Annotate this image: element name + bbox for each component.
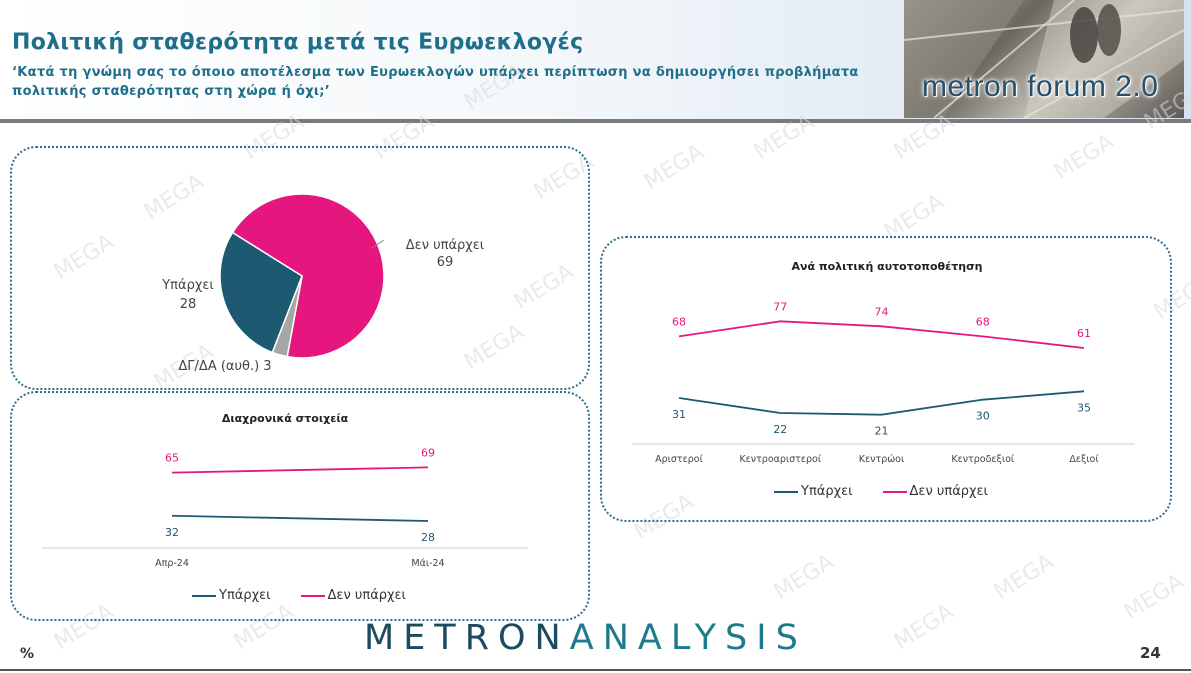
data-label-not-exists: 69 — [421, 446, 435, 459]
mega-watermark: MEGA — [1120, 569, 1188, 625]
mega-watermark: MEGA — [1050, 129, 1118, 185]
data-label-exists: 35 — [1077, 401, 1091, 414]
legend-swatch-not-exists — [300, 594, 325, 597]
pie-value-exists: 28 — [180, 297, 197, 312]
legend-label-exists: Υπάρχει — [801, 484, 853, 499]
timeline-line-chart: Διαχρονικά στοιχεία Απρ-24 Μάι-24 32 28 65 69 — [42, 412, 528, 569]
x-tick-label: Μάι-24 — [411, 558, 444, 569]
page-number: 24 — [1140, 644, 1161, 662]
pie-label-dk-na: ΔΓ/ΔΑ (αυθ.) 3 — [178, 359, 271, 374]
legend-item-not-exists: Δεν υπάρχει — [882, 484, 988, 499]
legend-swatch-not-exists — [882, 490, 907, 493]
series-line-exists — [678, 390, 1085, 416]
pie-panel: Δεν υπάρχει 69 Υπάρχει 28 ΔΓ/ΔΑ (αυθ.) 3 — [10, 146, 590, 390]
logo-text: metron forum 2.0 — [922, 70, 1159, 103]
chart-title: Διαχρονικά στοιχεία — [222, 412, 349, 425]
legend-swatch-exists — [192, 594, 216, 597]
header-divider — [0, 119, 1191, 123]
metron-analysis-logo: METRONANALYSIS — [364, 618, 807, 658]
mega-watermark: MEGA — [640, 139, 708, 195]
pie-slice-exists — [219, 231, 303, 354]
ideology-legend: Υπάρχει Δεν υπάρχει — [774, 484, 1010, 499]
data-label-not-exists: 74 — [875, 305, 889, 318]
chart-title: Ανά πολιτική αυτοτοποθέτηση — [791, 260, 982, 273]
mega-watermark: MEGA — [770, 549, 838, 605]
page-title: Πολιτική σταθερότητα μετά τις Ευρωεκλογέ… — [12, 30, 584, 55]
x-tick-label: Κεντρώοι — [859, 454, 904, 465]
x-tick-label: Απρ-24 — [155, 558, 189, 569]
footer-divider — [0, 669, 1191, 671]
data-label-exists: 30 — [976, 410, 990, 423]
legend-swatch-exists — [774, 490, 798, 493]
mega-watermark: MEGA — [890, 599, 958, 655]
series-line-exists — [171, 514, 429, 522]
timeline-legend: Υπάρχει Δεν υπάρχει — [192, 588, 428, 603]
page-subtitle: ‘Κατά τη γνώμη σας το όποιο αποτέλεσμα τ… — [12, 65, 859, 99]
pie-label-exists: Υπάρχει — [161, 278, 214, 293]
x-tick-label: Κεντροδεξιοί — [951, 454, 1015, 465]
metron-forum-logo: metron forum 2.0 — [904, 0, 1184, 118]
x-tick-label: Αριστεροί — [655, 454, 703, 465]
data-label-exists: 28 — [421, 531, 435, 544]
pie-chart: Δεν υπάρχει 69 Υπάρχει 28 ΔΓ/ΔΑ (αυθ.) 3 — [161, 193, 484, 374]
pie-label-not-exists: Δεν υπάρχει — [406, 238, 484, 253]
logo-photo-background — [904, 0, 1184, 118]
data-label-not-exists: 68 — [976, 315, 990, 328]
legend-item-exists: Υπάρχει — [774, 484, 853, 499]
x-tick-label: Δεξιοί — [1069, 454, 1099, 465]
data-label-not-exists: 61 — [1077, 327, 1091, 340]
ideology-panel: Ανά πολιτική αυτοτοποθέτηση Αριστεροί Κεντ… — [600, 236, 1172, 522]
mega-watermark: MEGA — [990, 549, 1058, 605]
percent-sign: % — [20, 646, 35, 662]
legend-label-exists: Υπάρχει — [219, 588, 271, 603]
series-line-not-exists — [678, 320, 1085, 349]
x-tick-label: Κεντροαριστεροί — [739, 454, 821, 465]
legend-item-not-exists: Δεν υπάρχει — [300, 588, 406, 603]
series-line-not-exists — [171, 466, 429, 474]
header-banner: Πολιτική σταθερότητα μετά τις Ευρωεκλογέ… — [0, 0, 1191, 122]
data-label-not-exists: 68 — [672, 315, 686, 328]
pie-slice-not-exists — [231, 193, 385, 359]
brand-part-metron: METRON — [364, 618, 570, 658]
pie-value-not-exists: 69 — [437, 255, 454, 270]
legend-label-not-exists: Δεν υπάρχει — [327, 588, 406, 603]
data-label-not-exists: 65 — [165, 452, 179, 465]
ideology-line-chart: Ανά πολιτική αυτοτοποθέτηση Αριστεροί Κεντ… — [632, 260, 1135, 465]
data-label-exists: 22 — [773, 423, 787, 436]
data-label-exists: 31 — [672, 408, 686, 421]
legend-item-exists: Υπάρχει — [192, 588, 271, 603]
timeline-panel: Διαχρονικά στοιχεία Απρ-24 Μάι-24 32 28 65 69 … — [10, 391, 590, 621]
data-label-exists: 32 — [165, 526, 179, 539]
data-label-exists: 21 — [875, 425, 889, 438]
pie-leader-line — [371, 239, 385, 249]
data-label-not-exists: 77 — [773, 300, 787, 313]
brand-part-analysis: ANALYSIS — [569, 618, 807, 658]
legend-label-not-exists: Δεν υπάρχει — [909, 484, 988, 499]
